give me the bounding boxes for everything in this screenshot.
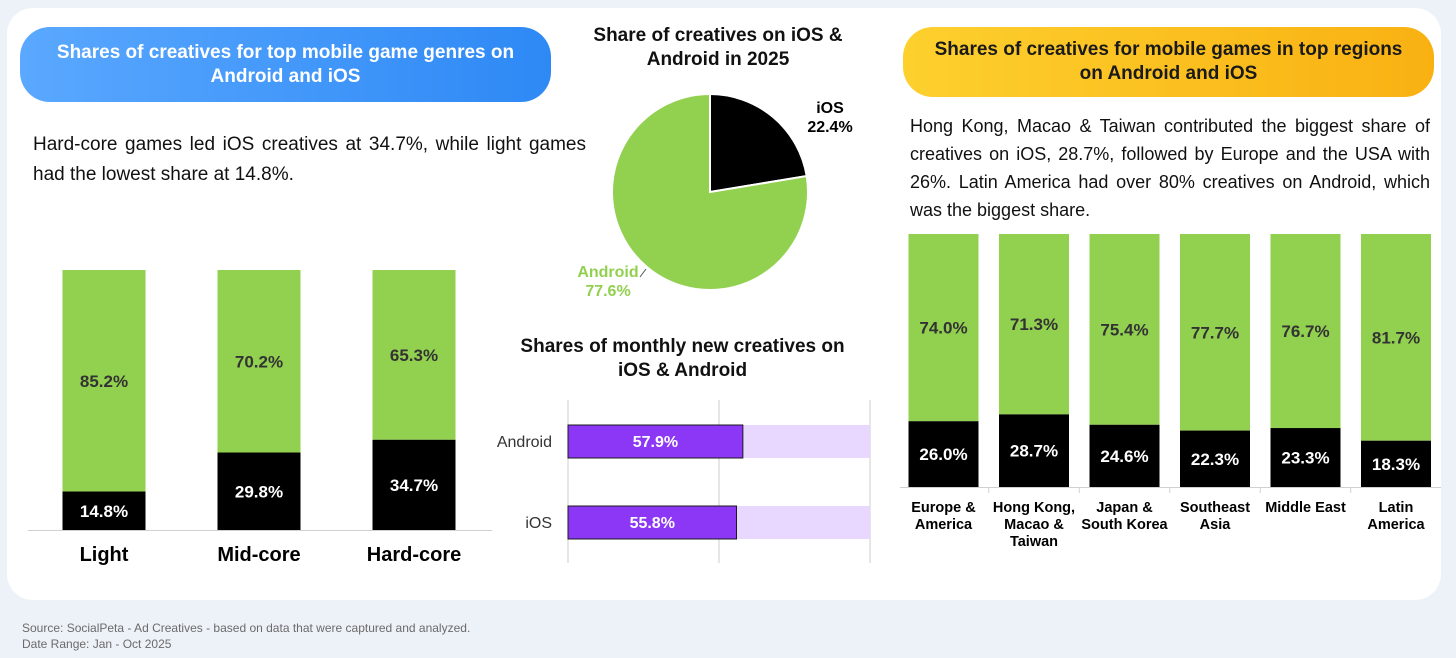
pie-chart-title: Share of creatives on iOS & Android in 2… <box>593 25 843 70</box>
label-ios-japan-south-korea: 24.6% <box>1100 447 1148 466</box>
bar-ios-southeast-asia <box>1180 430 1250 487</box>
label-ios-latin-america: 18.3% <box>1372 455 1420 474</box>
monthly-value-ios: 55.8% <box>630 515 675 532</box>
region-category-latin-america: America <box>1367 517 1425 533</box>
region-category-hong-kong-macao-taiwan: Taiwan <box>1010 534 1058 550</box>
region-section-header-text: Shares of creatives for mobile games in … <box>934 39 1403 84</box>
label-ios-hard-core: 34.7% <box>390 476 438 495</box>
label-android-latin-america: 81.7% <box>1372 328 1420 347</box>
bar-ios-middle-east <box>1270 428 1341 487</box>
region-category-hong-kong-macao-taiwan: Hong Kong, <box>993 500 1075 516</box>
monthly-category-ios: iOS <box>525 515 552 532</box>
label-ios-light: 14.8% <box>80 502 128 521</box>
category-hard-core: Hard-core <box>367 544 461 566</box>
label-ios-hong-kong-macao-taiwan: 28.7% <box>1010 442 1058 461</box>
genre-section-header-text: Shares of creatives for top mobile game … <box>56 41 515 87</box>
region-section-header: Shares of creatives for mobile games in … <box>903 27 1434 97</box>
region-category-europe-america: America <box>915 517 973 533</box>
genre-section-header: Shares of creatives for top mobile game … <box>20 27 551 102</box>
bar-ios-hong-kong-macao-taiwan <box>999 414 1069 487</box>
label-ios-middle-east: 23.3% <box>1281 449 1329 468</box>
label-android-southeast-asia: 77.7% <box>1191 323 1239 342</box>
label-ios-europe-america: 26.0% <box>919 445 967 464</box>
pie-label-ios-name: iOS <box>816 100 844 117</box>
label-ios-mid-core: 29.8% <box>235 482 283 501</box>
pie-label-android-value: 77.6% <box>585 283 630 300</box>
label-android-europe-america: 74.0% <box>919 319 967 338</box>
bar-android-southeast-asia <box>1180 234 1250 431</box>
category-light: Light <box>80 544 129 566</box>
label-ios-southeast-asia: 22.3% <box>1191 450 1239 469</box>
label-android-middle-east: 76.7% <box>1281 322 1329 341</box>
bar-android-hard-core <box>372 270 456 440</box>
monthly-category-android: Android <box>497 434 552 451</box>
bar-ios-light <box>62 491 146 530</box>
region-stacked-bar-chart: 74.0%26.0%Europe &America71.3%28.7%Hong … <box>900 234 1441 550</box>
genre-stacked-bar-chart: 85.2% 14.8% Light 70.2% 29.8% Mid-core 65.3% 34… <box>28 270 492 566</box>
footer: Source: SocialPeta - Ad Creatives - base… <box>22 620 470 652</box>
label-android-light: 85.2% <box>80 372 128 391</box>
bar-android-japan-south-korea <box>1089 234 1160 425</box>
region-category-europe-america: Europe & <box>911 500 976 516</box>
pie-slice-android <box>611 92 809 291</box>
region-category-latin-america: Latin <box>1379 500 1414 516</box>
monthly-value-android: 57.9% <box>633 434 678 451</box>
footer-source: Source: SocialPeta - Ad Creatives - base… <box>22 621 471 635</box>
bar-ios-latin-america <box>1361 440 1431 487</box>
bar-android-middle-east <box>1270 234 1341 429</box>
region-category-southeast-asia: Southeast <box>1180 500 1250 516</box>
bar-ios-japan-south-korea <box>1089 424 1160 487</box>
label-android-hong-kong-macao-taiwan: 71.3% <box>1010 315 1058 334</box>
platform-pie-chart: iOS 22.4% Android 77.6% <box>577 92 853 300</box>
bar-android-europe-america <box>908 234 979 422</box>
bar-ios-hard-core <box>372 439 456 530</box>
region-category-hong-kong-macao-taiwan: Macao & <box>1004 517 1064 533</box>
monthly-bar-android <box>567 424 744 459</box>
monthly-chart-title: Shares of monthly new creatives on iOS &… <box>520 336 845 381</box>
bar-android-hong-kong-macao-taiwan <box>999 234 1069 415</box>
pie-label-android-name: Android <box>577 264 638 281</box>
bar-ios-europe-america <box>908 421 979 487</box>
bar-android-light <box>62 270 146 492</box>
region-category-middle-east: Middle East <box>1265 500 1346 516</box>
pie-leader-line <box>639 268 647 278</box>
bar-ios-mid-core <box>217 452 301 530</box>
region-description: Hong Kong, Macao & Taiwan contributed th… <box>910 116 1430 220</box>
category-mid-core: Mid-core <box>217 544 300 566</box>
label-android-japan-south-korea: 75.4% <box>1100 320 1148 339</box>
bar-android-latin-america <box>1361 234 1431 441</box>
genre-description: Hard-core games led iOS creatives at 34.… <box>33 134 586 185</box>
region-category-southeast-asia: Asia <box>1200 517 1232 533</box>
monthly-bar-ios <box>567 505 738 540</box>
region-category-japan-south-korea: Japan & <box>1096 500 1153 516</box>
monthly-horizontal-bar-chart: 57.9% Android 55.8% iOS <box>497 400 871 563</box>
label-android-hard-core: 65.3% <box>390 346 438 365</box>
bar-android-mid-core <box>217 270 301 453</box>
label-android-mid-core: 70.2% <box>235 352 283 371</box>
region-category-japan-south-korea: South Korea <box>1081 517 1168 533</box>
footer-date-range: Date Range: Jan - Oct 2025 <box>22 637 172 651</box>
pie-slice-ios <box>709 92 808 194</box>
pie-label-ios-value: 22.4% <box>807 119 852 136</box>
